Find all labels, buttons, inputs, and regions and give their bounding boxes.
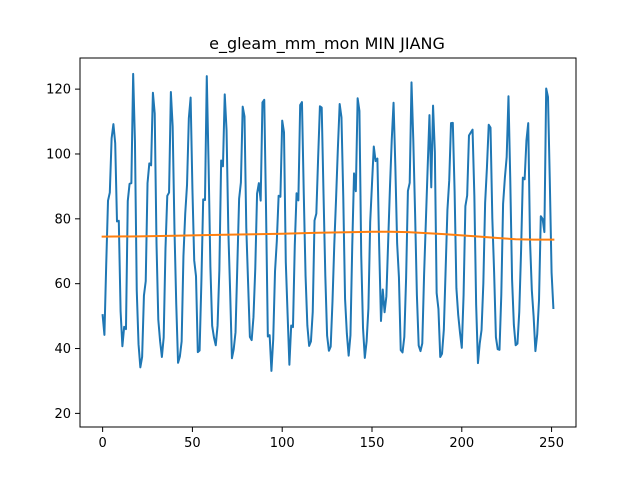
plot-area xyxy=(101,72,555,372)
series-line-monthly xyxy=(101,72,555,372)
series-line-trend xyxy=(101,230,555,241)
y-axis: 20 40 60 80 100 120 xyxy=(46,83,80,422)
y-tick-label: 120 xyxy=(46,83,71,98)
x-tick-label: 200 xyxy=(449,436,474,451)
y-tick-label: 40 xyxy=(54,342,71,357)
x-tick-label: 100 xyxy=(270,436,295,451)
x-tick-label: 0 xyxy=(98,436,106,451)
y-tick-label: 20 xyxy=(54,407,71,422)
x-tick-label: 150 xyxy=(360,436,385,451)
x-tick-label: 50 xyxy=(184,436,201,451)
x-tick-label: 250 xyxy=(539,436,564,451)
x-axis: 0 50 100 150 200 250 xyxy=(98,427,564,451)
y-tick-label: 80 xyxy=(54,212,71,227)
y-tick-label: 60 xyxy=(54,277,71,292)
chart-title: e_gleam_mm_mon MIN JIANG xyxy=(209,34,445,54)
y-tick-label: 100 xyxy=(46,147,71,162)
plot-frame xyxy=(79,57,577,428)
